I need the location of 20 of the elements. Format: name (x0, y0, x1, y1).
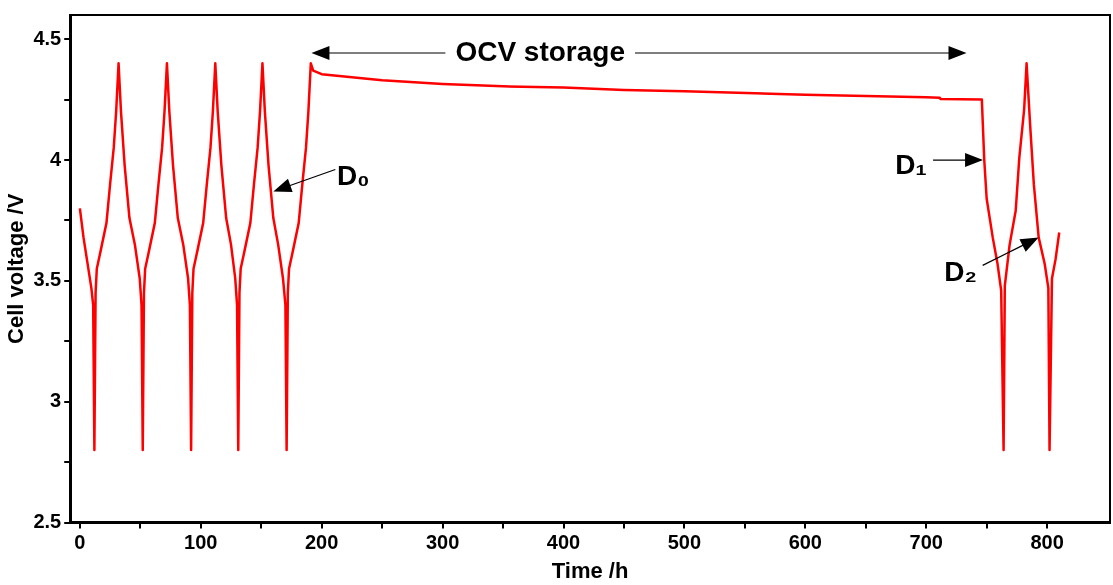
y-tick-label: 4.5 (33, 26, 62, 49)
annotation: OCV storage (455, 35, 625, 67)
x-tick-label: 500 (667, 531, 702, 554)
y-tick-label: 2.5 (33, 510, 62, 533)
annotation: D₀ (336, 160, 370, 192)
x-tick-label: 200 (305, 531, 339, 554)
x-axis-title: Time /h (551, 557, 629, 583)
x-tick-label: 800 (1030, 531, 1064, 554)
annotation: D₁ (895, 148, 927, 180)
y-tick-label: 3 (50, 389, 62, 412)
x-tick-label: 600 (788, 531, 822, 554)
annotation: D₂ (944, 256, 977, 288)
y-axis-title: Cell voltage /V (3, 193, 29, 344)
y-tick-label: 3.5 (33, 268, 62, 291)
x-tick-label: 400 (546, 531, 581, 554)
y-tick-label: 4 (50, 147, 63, 170)
x-tick-label: 0 (74, 531, 86, 554)
x-tick-label: 700 (909, 531, 943, 554)
x-tick-label: 100 (184, 531, 218, 554)
x-tick-label: 300 (425, 531, 460, 554)
